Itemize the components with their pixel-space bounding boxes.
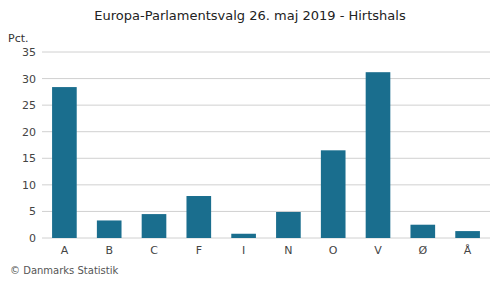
grid-line [42,52,490,53]
grid-line [42,158,490,159]
y-tick-label: 35 [22,46,36,59]
bar [410,225,435,238]
bar [321,150,346,238]
y-tick-label: 30 [22,73,36,86]
footer: © Danmarks Statistik [10,265,119,276]
bar [231,234,256,238]
x-tick-label: A [61,244,69,257]
x-tick-label: C [150,244,158,257]
bar [52,87,77,238]
title: Europa-Parlamentsvalg 26. maj 2019 - Hir… [94,8,406,23]
x-tick-label: I [242,244,245,257]
y-axis-label: Pct. [8,32,29,45]
chart-container: Europa-Parlamentsvalg 26. maj 2019 - Hir… [0,0,500,282]
bar [186,196,211,238]
grid-line [42,105,490,106]
bar [276,212,301,238]
chart: Europa-Parlamentsvalg 26. maj 2019 - Hir… [0,0,500,282]
bar [455,231,480,238]
grid-line [42,184,490,185]
bar [366,72,391,238]
x-tick-label: N [284,244,292,257]
bar [142,214,167,238]
x-tick-label: B [105,244,113,257]
y-tick-label: 10 [22,179,36,192]
bar [97,220,122,238]
grid-line [42,131,490,132]
y-tick-label: 25 [22,99,36,112]
grid-line [42,211,490,212]
x-tick-label: Ø [418,244,427,257]
y-axis: 0 5 10 15 20 25 30 35 [22,46,490,245]
y-tick-label: 5 [29,205,36,218]
x-tick-label: Å [464,244,472,257]
bars [52,72,480,238]
y-tick-label: 0 [29,232,36,245]
y-tick-label: 20 [22,126,36,139]
x-axis: ABCFINOVØÅ [61,244,472,257]
y-tick-label: 15 [22,152,36,165]
grid-line [42,78,490,79]
x-tick-label: F [196,244,202,257]
x-tick-label: O [329,244,338,257]
x-tick-label: V [374,244,382,257]
